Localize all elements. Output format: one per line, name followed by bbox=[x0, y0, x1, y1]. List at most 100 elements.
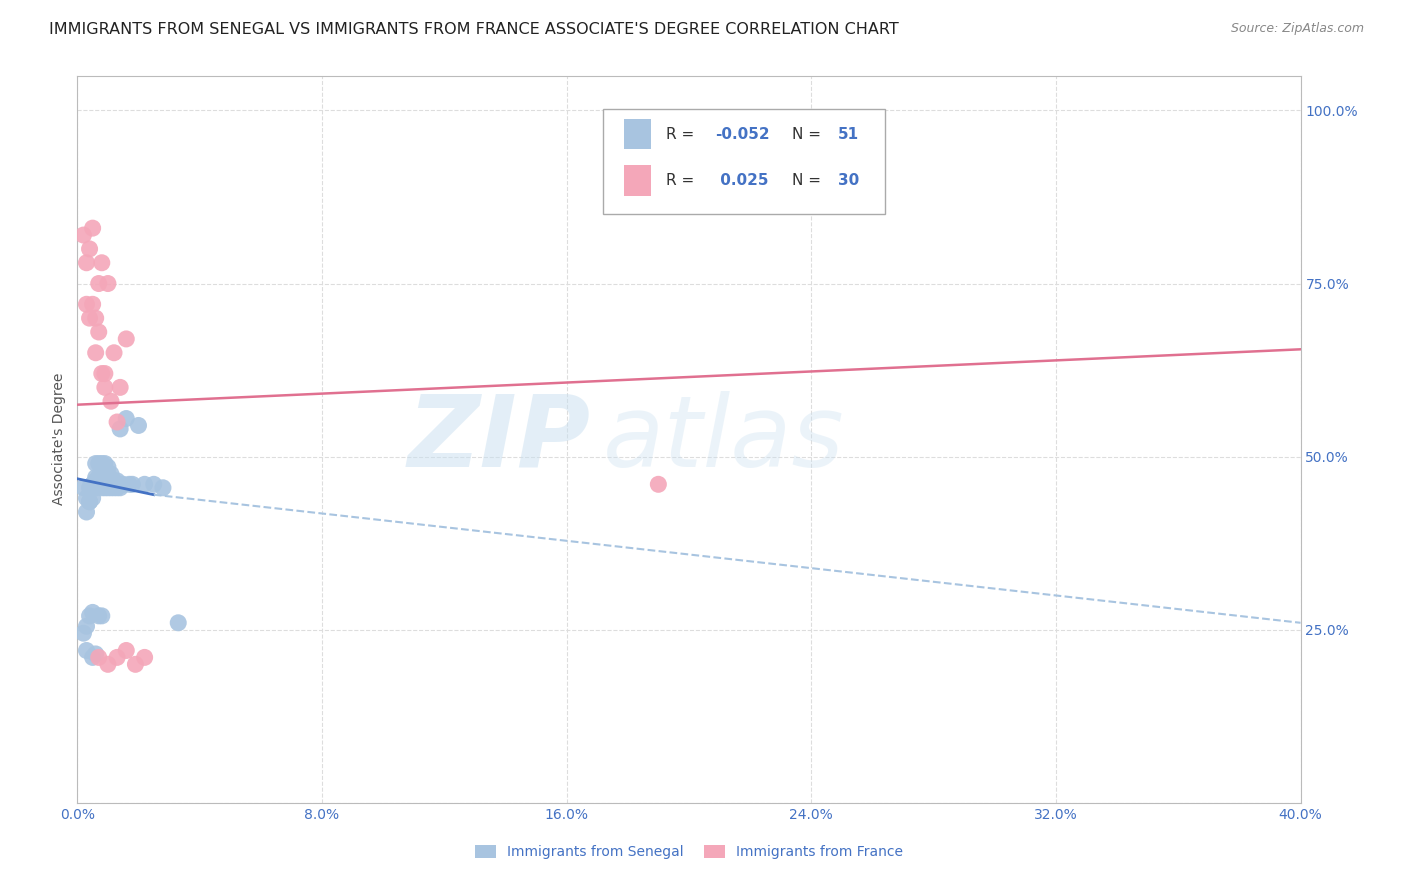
Point bbox=[84, 647, 107, 661]
Point bbox=[90, 367, 112, 381]
Point bbox=[76, 256, 98, 270]
Text: N =: N = bbox=[792, 173, 825, 188]
Point bbox=[134, 650, 156, 665]
Point bbox=[79, 608, 101, 623]
Point bbox=[76, 491, 98, 505]
Text: ZIP: ZIP bbox=[408, 391, 591, 488]
Point bbox=[87, 325, 110, 339]
Point bbox=[709, 117, 731, 131]
Point bbox=[108, 422, 131, 436]
Point bbox=[79, 311, 101, 326]
Point bbox=[82, 481, 104, 495]
Point bbox=[90, 608, 112, 623]
Point bbox=[76, 297, 98, 311]
Point bbox=[87, 608, 110, 623]
Point bbox=[97, 481, 120, 495]
Point bbox=[87, 470, 110, 484]
Point bbox=[79, 494, 101, 508]
Point bbox=[72, 228, 94, 243]
Point bbox=[142, 477, 165, 491]
Text: 0.025: 0.025 bbox=[714, 173, 768, 188]
Point bbox=[90, 470, 112, 484]
Point bbox=[82, 477, 104, 491]
Point bbox=[84, 311, 107, 326]
Point bbox=[105, 650, 128, 665]
Text: Source: ZipAtlas.com: Source: ZipAtlas.com bbox=[1230, 22, 1364, 36]
FancyBboxPatch shape bbox=[603, 109, 884, 214]
FancyBboxPatch shape bbox=[624, 165, 651, 195]
Point bbox=[97, 460, 120, 475]
Point bbox=[84, 474, 107, 488]
Point bbox=[84, 481, 107, 495]
Point bbox=[97, 277, 120, 291]
Point bbox=[97, 474, 120, 488]
Text: atlas: atlas bbox=[603, 391, 845, 488]
Point bbox=[90, 256, 112, 270]
Point bbox=[90, 457, 112, 471]
Point bbox=[134, 477, 156, 491]
Point bbox=[90, 477, 112, 491]
Point bbox=[94, 380, 117, 394]
Point bbox=[105, 481, 128, 495]
Point bbox=[94, 481, 117, 495]
Point bbox=[72, 626, 94, 640]
Point bbox=[121, 477, 143, 491]
Point bbox=[90, 470, 112, 484]
Point bbox=[118, 477, 141, 491]
Point bbox=[103, 345, 125, 359]
Point bbox=[84, 477, 107, 491]
Point bbox=[108, 380, 131, 394]
Point bbox=[79, 481, 101, 495]
Point bbox=[82, 606, 104, 620]
Point bbox=[79, 494, 101, 508]
FancyBboxPatch shape bbox=[624, 119, 651, 150]
Point bbox=[100, 467, 122, 481]
Point bbox=[94, 367, 117, 381]
Point bbox=[100, 481, 122, 495]
Point bbox=[87, 650, 110, 665]
Point bbox=[84, 345, 107, 359]
Point bbox=[127, 418, 149, 433]
Point bbox=[115, 643, 138, 657]
Point bbox=[94, 477, 117, 491]
Point bbox=[82, 491, 104, 505]
Point bbox=[167, 615, 190, 630]
Point bbox=[87, 477, 110, 491]
Point bbox=[87, 477, 110, 491]
Point bbox=[82, 221, 104, 235]
Point bbox=[82, 477, 104, 491]
Text: R =: R = bbox=[665, 173, 699, 188]
Point bbox=[100, 394, 122, 409]
Point bbox=[100, 474, 122, 488]
Point bbox=[108, 481, 131, 495]
Point bbox=[76, 619, 98, 633]
Point bbox=[90, 481, 112, 495]
Point bbox=[115, 332, 138, 346]
Point bbox=[94, 457, 117, 471]
Point bbox=[79, 242, 101, 256]
Point bbox=[115, 411, 138, 425]
Point bbox=[97, 467, 120, 481]
Point bbox=[87, 277, 110, 291]
Point bbox=[105, 415, 128, 429]
Point bbox=[87, 470, 110, 484]
Point bbox=[647, 477, 669, 491]
Point bbox=[76, 643, 98, 657]
Text: 30: 30 bbox=[838, 173, 859, 188]
Point bbox=[103, 481, 125, 495]
Legend: Immigrants from Senegal, Immigrants from France: Immigrants from Senegal, Immigrants from… bbox=[470, 839, 908, 865]
Point bbox=[94, 470, 117, 484]
Text: -0.052: -0.052 bbox=[714, 127, 769, 142]
Point bbox=[112, 477, 135, 491]
Point bbox=[82, 297, 104, 311]
Y-axis label: Associate's Degree: Associate's Degree bbox=[52, 373, 66, 506]
Text: R =: R = bbox=[665, 127, 699, 142]
Point bbox=[103, 474, 125, 488]
Point bbox=[84, 457, 107, 471]
Point bbox=[82, 650, 104, 665]
Point bbox=[152, 481, 174, 495]
Point bbox=[124, 657, 146, 672]
Text: N =: N = bbox=[792, 127, 825, 142]
Point bbox=[97, 657, 120, 672]
Point bbox=[105, 474, 128, 488]
